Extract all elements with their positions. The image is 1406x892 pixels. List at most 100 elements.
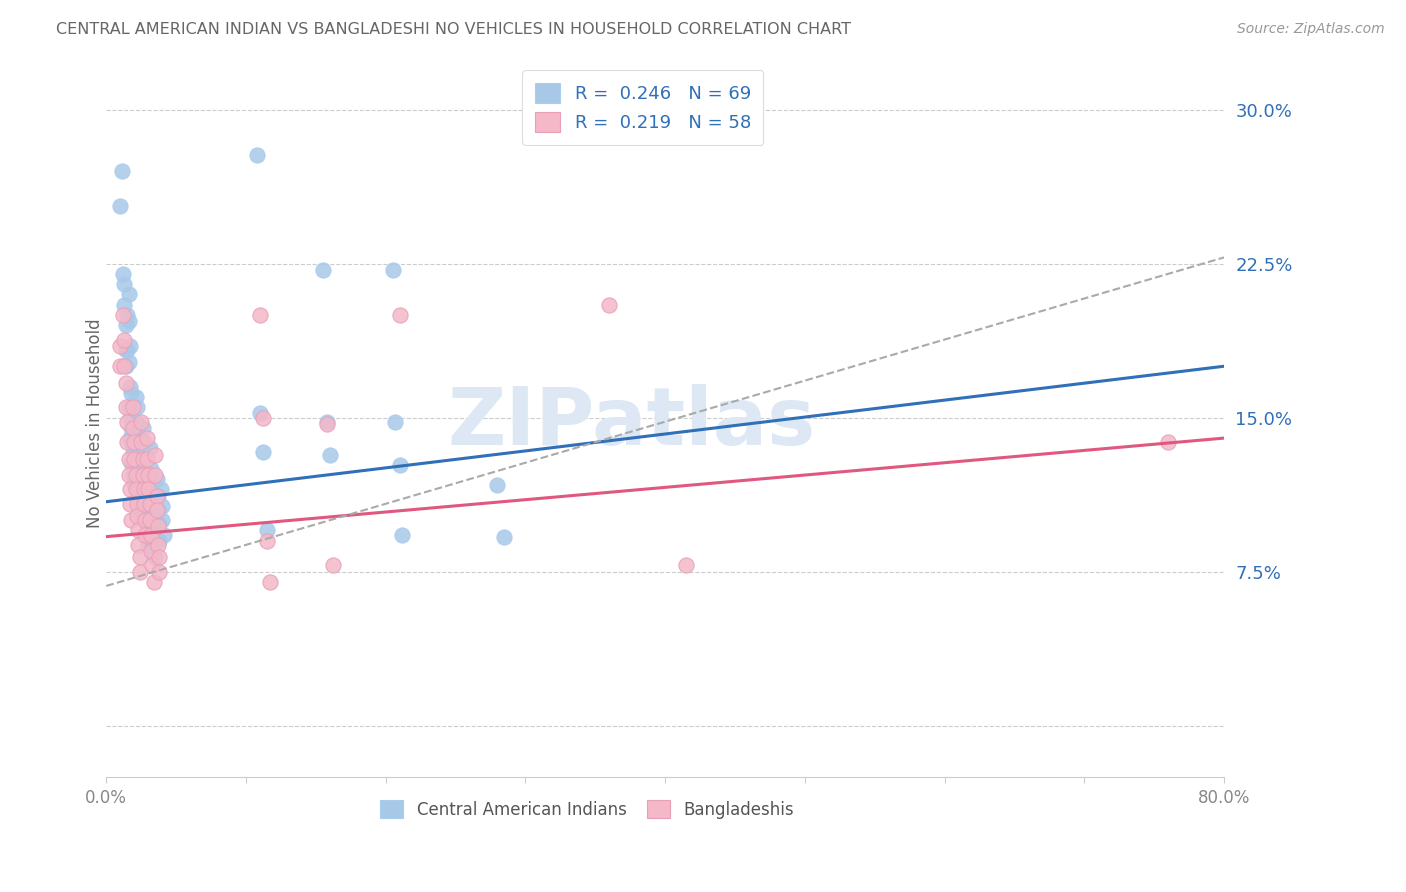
Point [128,550,150,565]
Point [138,442,160,456]
Point [120,385,142,400]
Point [132,476,155,491]
Legend: Central American Indians, Bangladeshis: Central American Indians, Bangladeshis [374,793,800,825]
Point [117,314,139,328]
Point [112,298,135,312]
Point [125,448,148,462]
Point [117,355,139,369]
Point [124,483,146,497]
Point [121,421,143,435]
Point [127,524,149,538]
Point [135,509,157,524]
Point [139,483,162,497]
Point [134,499,156,513]
Point [148,565,170,579]
Point [110,164,132,178]
Point [124,468,146,483]
Point [129,509,152,524]
Point [141,497,163,511]
Point [136,527,159,541]
Point [124,390,146,404]
Point [148,517,170,532]
Point [139,544,162,558]
Point [127,483,149,497]
Point [128,565,150,579]
Point [132,435,155,450]
Point [111,308,134,322]
Point [131,468,153,483]
Point [256,533,278,548]
Point [136,538,159,552]
Point [125,497,148,511]
Point [129,435,152,450]
Point [114,376,136,390]
Point [145,503,167,517]
Point [246,147,269,161]
Point [391,527,413,541]
Point [108,339,131,353]
Point [121,445,143,459]
Point [138,513,160,527]
Point [125,401,148,415]
Point [120,435,142,450]
Text: CENTRAL AMERICAN INDIAN VS BANGLADESHI NO VEHICLES IN HOUSEHOLD CORRELATION CHAR: CENTRAL AMERICAN INDIAN VS BANGLADESHI N… [56,22,851,37]
Point [114,401,136,415]
Point [316,417,339,431]
Point [118,339,141,353]
Point [312,262,335,277]
Point [138,497,160,511]
Point [127,538,149,552]
Point [112,333,135,347]
Point [122,476,145,491]
Point [1157,435,1180,450]
Point [129,499,152,513]
Point [146,489,169,503]
Point [486,478,509,492]
Point [117,451,139,466]
Text: ZIPatlas: ZIPatlas [447,384,815,462]
Point [146,503,169,517]
Point [115,435,138,450]
Point [146,538,169,552]
Point [125,509,148,524]
Point [150,513,173,527]
Point [117,401,139,415]
Point [114,343,136,357]
Point [121,468,143,483]
Point [118,497,141,511]
Point [134,513,156,527]
Point [122,435,145,450]
Point [142,524,165,538]
Point [139,462,162,476]
Point [598,298,620,312]
Point [128,472,150,486]
Point [111,267,134,281]
Point [127,435,149,450]
Y-axis label: No Vehicles in Household: No Vehicles in Household [86,318,104,527]
Point [117,468,139,483]
Point [118,380,141,394]
Point [249,308,271,322]
Point [112,359,135,374]
Point [319,448,342,462]
Point [117,287,139,301]
Point [143,468,166,483]
Point [114,359,136,374]
Point [381,262,404,277]
Point [316,415,339,429]
Point [494,530,516,544]
Point [134,489,156,503]
Point [146,519,169,533]
Point [135,431,157,445]
Point [143,550,166,565]
Point [139,527,162,541]
Point [122,451,145,466]
Point [114,318,136,333]
Point [252,410,274,425]
Point [125,427,148,442]
Point [129,415,152,429]
Point [252,445,274,459]
Point [249,407,271,421]
Point [115,415,138,429]
Point [259,574,281,589]
